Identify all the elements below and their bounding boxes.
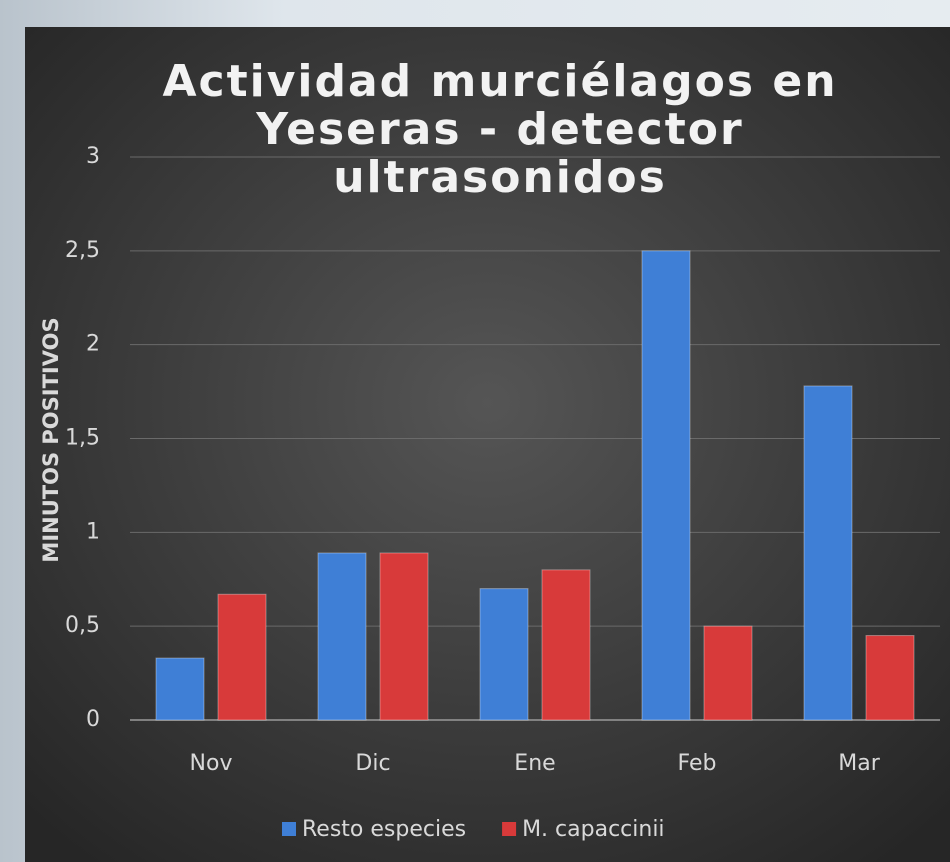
y-tick-label: 1,5 (65, 426, 100, 451)
bar (704, 626, 752, 720)
bar (380, 553, 428, 720)
bar (156, 658, 204, 720)
y-tick-label: 2,5 (65, 238, 100, 263)
x-tick-label: Feb (678, 751, 717, 776)
bar (542, 570, 590, 720)
legend-label: M. capaccinii (522, 817, 664, 842)
bar (866, 636, 914, 720)
bar (218, 594, 266, 720)
chart-title: Actividad murciélagos en Yeseras - detec… (160, 58, 840, 202)
bar (642, 251, 690, 720)
y-tick-label: 3 (86, 144, 100, 169)
page: MINUTOS POSITIVOS 0 0,5 1 1,5 2 2,5 3 Nov Dic Ene… (0, 0, 950, 862)
x-tick-label: Ene (514, 751, 555, 776)
x-tick-label: Mar (838, 751, 880, 776)
y-tick-label: 0,5 (65, 613, 100, 638)
legend-swatch (282, 822, 296, 836)
y-tick-label: 2 (86, 332, 100, 357)
x-tick-label: Dic (355, 751, 390, 776)
y-tick-label: 1 (86, 519, 100, 544)
bar (318, 553, 366, 720)
bar (804, 386, 852, 720)
y-tick-label: 0 (86, 707, 100, 732)
y-axis-label: MINUTOS POSITIVOS (39, 317, 63, 562)
legend-label: Resto especies (302, 817, 466, 842)
x-tick-label: Nov (190, 751, 233, 776)
bar (480, 589, 528, 720)
legend-swatch (502, 822, 516, 836)
